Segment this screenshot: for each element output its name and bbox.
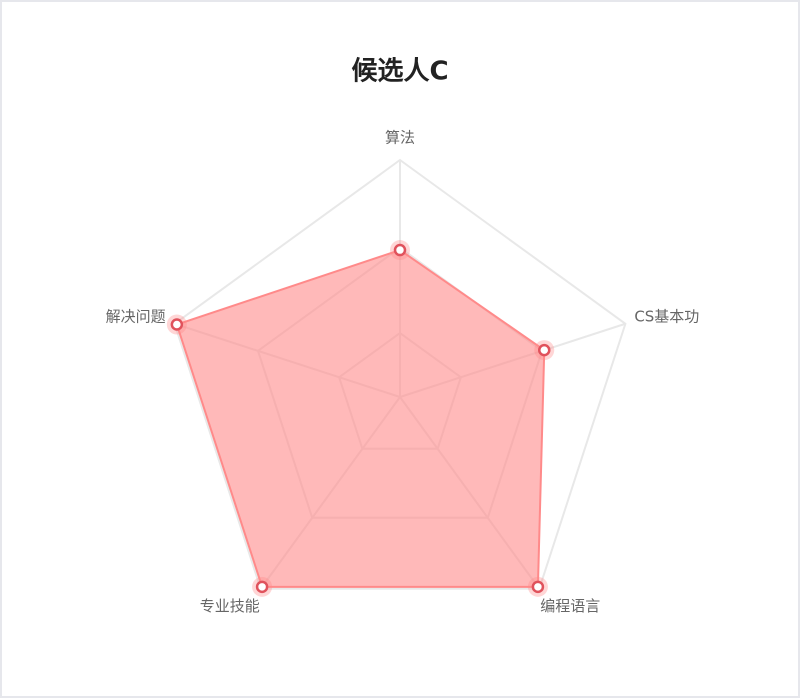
point xyxy=(170,318,184,331)
axis-label: 编程语言 xyxy=(540,597,600,615)
grid-ring xyxy=(173,158,627,590)
point xyxy=(255,580,269,594)
point xyxy=(531,580,545,594)
axis-label: 算法 xyxy=(385,129,415,147)
axis-label: CS基本功 xyxy=(634,307,699,325)
radar-area xyxy=(175,248,546,588)
chart-title: 候选人C xyxy=(351,57,448,87)
point xyxy=(538,343,551,357)
axis-label: 专业技能 xyxy=(200,597,260,615)
point xyxy=(393,243,407,257)
axis-label: 解决问题 xyxy=(106,307,166,325)
